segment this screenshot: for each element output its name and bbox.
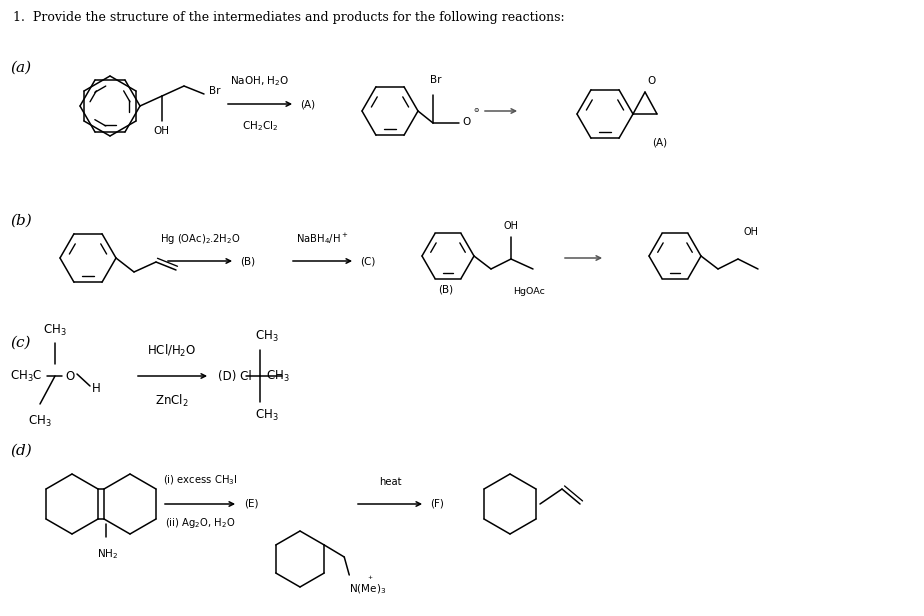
Text: Br: Br bbox=[430, 75, 442, 85]
Text: (B): (B) bbox=[240, 256, 255, 266]
Text: CH$_3$: CH$_3$ bbox=[43, 323, 67, 338]
Text: ZnCl$_2$: ZnCl$_2$ bbox=[155, 393, 188, 409]
Text: (a): (a) bbox=[10, 61, 31, 75]
Text: $^+$: $^+$ bbox=[366, 575, 374, 584]
Text: NaOH, H$_2$O: NaOH, H$_2$O bbox=[230, 74, 289, 88]
Text: HCl/H$_2$O: HCl/H$_2$O bbox=[148, 343, 197, 359]
Text: (A): (A) bbox=[300, 99, 315, 109]
Text: 1.  Provide the structure of the intermediates and products for the following re: 1. Provide the structure of the intermed… bbox=[13, 11, 565, 24]
Text: NH$_2$: NH$_2$ bbox=[97, 547, 118, 561]
Text: O: O bbox=[647, 76, 655, 86]
Text: O: O bbox=[65, 370, 74, 383]
Text: $^{⊖}$: $^{⊖}$ bbox=[473, 107, 480, 116]
Text: NaBH$_4$/H$^+$: NaBH$_4$/H$^+$ bbox=[296, 231, 348, 246]
Text: CH$_3$: CH$_3$ bbox=[255, 408, 279, 423]
Text: OH: OH bbox=[744, 227, 759, 237]
Text: (A): (A) bbox=[652, 137, 667, 147]
Text: CH$_3$: CH$_3$ bbox=[28, 414, 52, 429]
Text: heat: heat bbox=[379, 477, 401, 487]
Text: CH$_3$: CH$_3$ bbox=[255, 329, 279, 344]
Text: (B): (B) bbox=[438, 284, 453, 294]
Text: CH$_2$Cl$_2$: CH$_2$Cl$_2$ bbox=[242, 119, 278, 133]
Text: CH$_3$C: CH$_3$C bbox=[10, 368, 43, 384]
Text: (F): (F) bbox=[430, 499, 444, 509]
Text: Hg (OAc)$_2$.2H$_2$O: Hg (OAc)$_2$.2H$_2$O bbox=[160, 232, 240, 246]
Text: H: H bbox=[92, 381, 101, 394]
Text: (C): (C) bbox=[360, 256, 375, 266]
Text: (b): (b) bbox=[10, 214, 31, 228]
Text: (ii) Ag$_2$O, H$_2$O: (ii) Ag$_2$O, H$_2$O bbox=[164, 516, 236, 530]
Text: Br: Br bbox=[209, 86, 221, 96]
Text: (d): (d) bbox=[10, 444, 31, 458]
Text: CH$_3$: CH$_3$ bbox=[266, 368, 290, 384]
Text: (i) excess CH$_3$I: (i) excess CH$_3$I bbox=[163, 474, 237, 487]
Text: HgOAc: HgOAc bbox=[513, 287, 545, 296]
Text: (c): (c) bbox=[10, 336, 30, 350]
Text: OH: OH bbox=[153, 126, 169, 136]
Text: N(Me)$_3$: N(Me)$_3$ bbox=[349, 582, 386, 596]
Text: OH: OH bbox=[504, 221, 518, 231]
Text: (D) Cl: (D) Cl bbox=[218, 370, 251, 383]
Text: (E): (E) bbox=[244, 499, 259, 509]
Text: O: O bbox=[462, 117, 470, 127]
